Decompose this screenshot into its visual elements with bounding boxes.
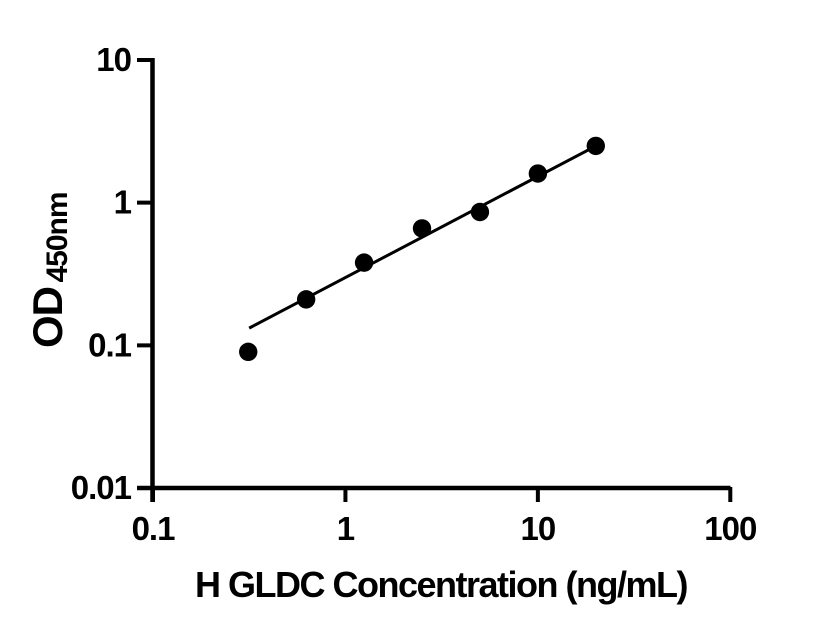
data-point [296, 290, 316, 309]
x-tick-label: 100 [704, 510, 756, 547]
axes-layer [137, 58, 733, 502]
data-point [354, 253, 374, 272]
y-axis-title-subscript: 450nm [41, 192, 74, 282]
data-point [412, 219, 432, 238]
x-tick-label: 10 [521, 510, 556, 547]
data-point [528, 164, 548, 183]
y-tick-label: 0.1 [88, 326, 132, 363]
y-tick-label: 1 [114, 184, 132, 221]
data-point [470, 202, 490, 222]
data-point [586, 136, 605, 156]
y-tick-label: 10 [96, 41, 131, 78]
y-axis-title: OD 450nm [24, 192, 74, 348]
x-tick-label: 1 [337, 510, 355, 547]
data-points-layer [239, 136, 605, 362]
y-axis-title-main: OD [24, 287, 71, 348]
x-tick-label: 0.1 [132, 510, 176, 547]
y-tick-label: 0.01 [71, 469, 132, 506]
x-axis-title: H GLDC Concentration (ng/mL) [195, 564, 687, 605]
data-point [239, 342, 258, 362]
